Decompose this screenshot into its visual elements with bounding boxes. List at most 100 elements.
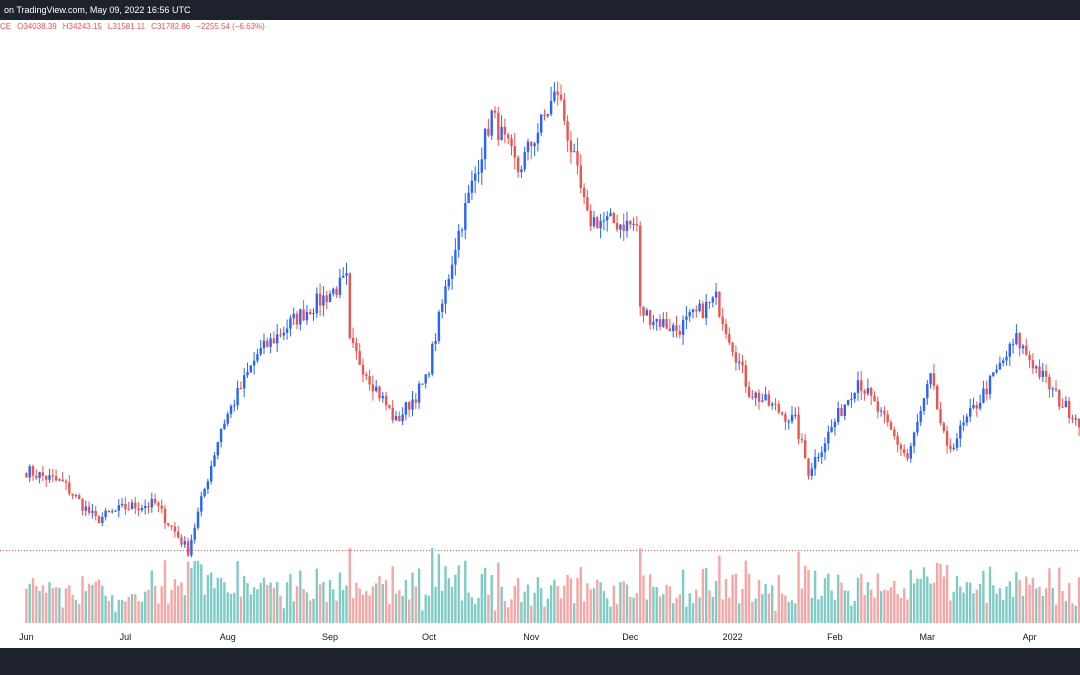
volume-bar — [751, 601, 754, 623]
candle-body — [992, 372, 995, 376]
candle-body — [741, 361, 744, 366]
candle-body — [879, 410, 883, 412]
candle-body — [761, 400, 764, 402]
candle-body — [969, 407, 972, 417]
candle-body — [173, 526, 177, 532]
volume-bar — [965, 582, 969, 623]
candle-body — [754, 392, 757, 398]
volume-bar — [285, 582, 289, 623]
volume-bar — [846, 590, 850, 623]
volume-bar — [530, 605, 533, 623]
candle-body — [177, 531, 180, 538]
volume-bar — [906, 599, 909, 623]
candle-body — [681, 319, 685, 335]
volume-bar — [609, 606, 612, 623]
volume-bar — [1058, 567, 1061, 623]
volume-bar — [114, 611, 117, 623]
candle-body — [441, 303, 444, 312]
volume-bar — [728, 597, 731, 623]
candle-body — [632, 223, 635, 225]
volume-bar — [219, 578, 223, 623]
candle-body — [800, 439, 804, 441]
volume-bar — [1064, 601, 1068, 623]
candle-body — [820, 452, 823, 457]
volume-bar — [516, 578, 520, 623]
candle-body — [530, 141, 533, 147]
candle-body — [45, 475, 48, 480]
volume-bar — [153, 585, 157, 623]
volume-bar — [111, 595, 114, 623]
volume-bar — [734, 573, 738, 623]
candle-body — [1035, 366, 1038, 369]
volume-bar — [903, 588, 906, 623]
volume-bar — [398, 590, 401, 623]
candle-body — [721, 316, 724, 325]
candle-body — [840, 408, 843, 416]
volume-bar — [45, 592, 48, 623]
candle-body — [837, 408, 840, 423]
volume-bar — [41, 585, 45, 623]
candle-body — [912, 432, 916, 447]
candle-body — [1021, 345, 1025, 349]
candle-body — [233, 405, 236, 407]
volume-bar — [414, 586, 417, 623]
volume-bar — [338, 572, 342, 623]
volume-bar — [866, 582, 870, 623]
candle-body — [1077, 418, 1080, 428]
volume-bar — [256, 589, 259, 623]
candle-body — [645, 310, 648, 316]
volume-bar — [124, 601, 127, 623]
volume-bar — [546, 598, 549, 623]
candle-body — [348, 273, 351, 338]
volume-bar — [332, 589, 335, 623]
candle-body — [952, 447, 955, 450]
ohlc-legend: CE O34038.39 H34243.15 L31581.11 C31782.86 −2… — [0, 22, 271, 31]
candle-body — [54, 476, 58, 481]
volume-bar — [150, 570, 153, 623]
volume-bar — [48, 582, 51, 623]
candle-body — [35, 475, 38, 478]
candle-body — [312, 313, 315, 315]
volume-bar — [731, 574, 734, 623]
candle-body — [998, 362, 1002, 370]
x-tick-label: Feb — [827, 632, 843, 642]
candle-body — [866, 388, 870, 394]
candle-body — [1015, 333, 1018, 344]
candle-body — [691, 309, 695, 313]
volume-bar — [1021, 595, 1025, 623]
candle-body — [566, 121, 569, 141]
volume-bar — [952, 591, 955, 623]
volume-bar — [322, 581, 325, 623]
volume-bar — [658, 596, 662, 623]
candle-body — [414, 399, 417, 403]
candle-body — [477, 172, 480, 174]
chart-area[interactable]: JunJulAugSepOctNovDec2022FebMarAprMay — [0, 20, 1080, 648]
volume-bar — [1061, 591, 1064, 623]
volume-bar — [1048, 568, 1051, 623]
volume-bar — [216, 577, 219, 623]
volume-bar — [163, 560, 167, 623]
candle-body — [153, 498, 157, 504]
volume-bar — [681, 569, 685, 623]
chart-svg[interactable]: JunJulAugSepOctNovDec2022FebMarAprMay — [0, 20, 1080, 648]
candle-body — [180, 537, 183, 545]
volume-bar — [358, 588, 361, 623]
candle-body — [487, 128, 490, 136]
candle-body — [444, 286, 447, 304]
volume-bar — [87, 583, 91, 623]
volume-bar — [269, 582, 272, 623]
volume-bar — [771, 585, 774, 623]
volume-bar — [262, 577, 266, 623]
volume-bar — [533, 592, 536, 623]
volume-bar — [513, 585, 516, 623]
volume-bar — [315, 568, 318, 623]
candle-body — [639, 225, 642, 307]
candle-body — [856, 380, 860, 393]
candle-body — [309, 311, 312, 315]
candle-body — [31, 466, 35, 476]
volume-bar — [35, 585, 38, 623]
candle-body — [576, 151, 579, 166]
volume-bar — [167, 603, 170, 623]
candle-body — [738, 361, 741, 363]
volume-bar — [233, 592, 236, 623]
